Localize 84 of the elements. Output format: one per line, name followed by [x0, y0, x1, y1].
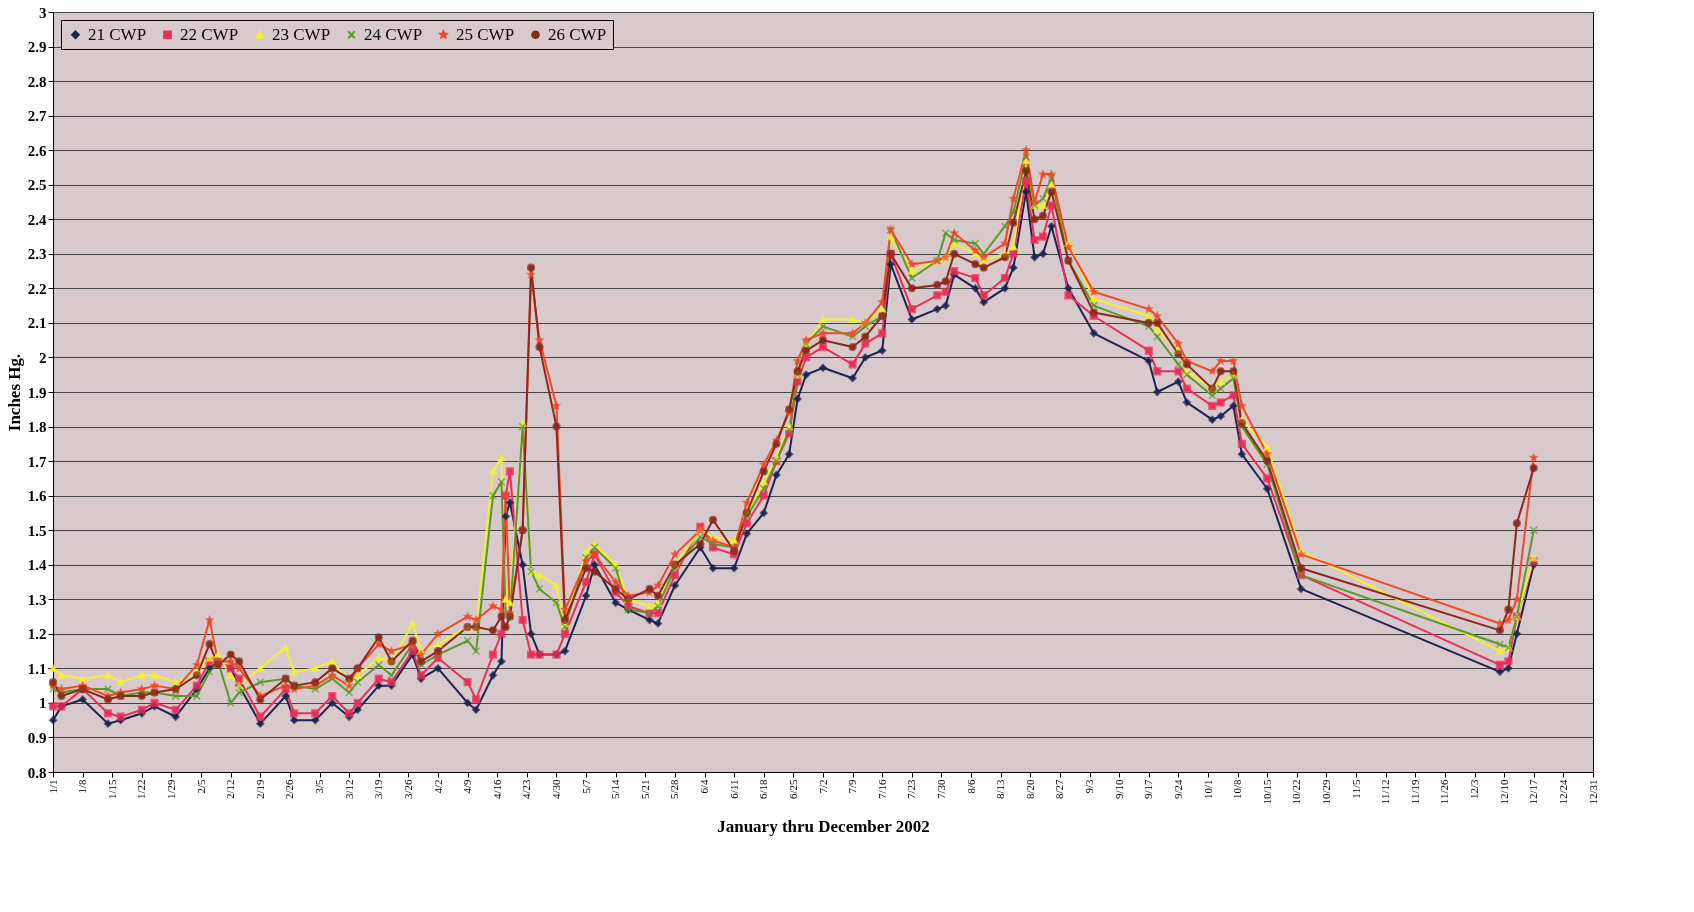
x-tick-label: 1/1: [46, 779, 59, 794]
x-tick-label: 10/22: [1290, 779, 1303, 805]
x-tick-label: 12/3: [1468, 779, 1481, 800]
x-tick-label: 6/4: [698, 779, 711, 794]
y-tick-label: 1.4: [27, 557, 47, 574]
x-tick-label: 8/6: [964, 779, 977, 794]
x-tick-label: 8/20: [1023, 779, 1036, 800]
y-tick-label: 1.5: [27, 522, 47, 539]
y-tick-label: 0.8: [27, 764, 47, 781]
y-tick-label: 1.7: [27, 453, 47, 470]
y-tick-label: 2.5: [27, 177, 47, 194]
y-tick-label: 1.9: [27, 384, 47, 401]
x-tick-label: 12/31: [1586, 779, 1599, 805]
x-tick-label: 8/27: [1053, 779, 1066, 800]
y-tick-label: 2.2: [27, 280, 47, 297]
legend-label: 23 CWP: [272, 24, 331, 44]
x-tick-label: 2/12: [224, 779, 237, 800]
y-tick-label: 1.6: [27, 488, 47, 505]
x-axis-title: January thru December 2002: [717, 816, 930, 836]
y-tick-label: 2.9: [27, 39, 47, 56]
y-tick-label: 1.2: [27, 626, 47, 643]
legend-label: 25 CWP: [456, 24, 515, 44]
y-axis-title: Inches Hg.: [4, 353, 24, 432]
x-tick-label: 1/22: [135, 779, 148, 800]
x-tick-label: 3/12: [342, 779, 355, 800]
x-tick-label: 1/8: [76, 779, 89, 794]
x-tick-label: 3/19: [372, 779, 385, 800]
x-tick-label: 10/29: [1319, 779, 1332, 805]
y-tick-label: 2.8: [27, 73, 47, 90]
y-tick-label: 1.8: [27, 419, 47, 436]
x-tick-label: 10/1: [1201, 779, 1214, 800]
y-tick-label: 2: [39, 349, 47, 366]
x-tick-label: 1/29: [164, 779, 177, 800]
y-tick-label: 1: [39, 695, 47, 712]
x-tick-label: 5/7: [579, 779, 592, 794]
x-tick-label: 11/26: [1438, 779, 1451, 805]
x-tick-label: 12/24: [1556, 779, 1569, 805]
x-tick-label: 11/12: [1379, 779, 1392, 805]
x-tick-label: 4/30: [549, 779, 562, 800]
x-tick-label: 10/15: [1260, 779, 1273, 805]
y-tick-label: 2.7: [27, 108, 47, 125]
x-tick-label: 2/19: [253, 779, 266, 800]
x-tick-label: 6/11: [727, 779, 740, 799]
x-tick-label: 6/25: [786, 779, 799, 800]
x-tick-label: 4/16: [490, 779, 503, 800]
x-tick-label: 9/24: [1171, 779, 1184, 800]
x-tick-label: 4/2: [431, 779, 444, 794]
x-tick-label: 10/8: [1231, 779, 1244, 800]
x-tick-label: 1/15: [105, 779, 118, 800]
legend-label: 22 CWP: [180, 24, 239, 44]
x-tick-label: 11/5: [1349, 779, 1362, 799]
y-tick-label: 1.1: [27, 660, 47, 677]
x-tick-label: 4/9: [461, 779, 474, 794]
x-tick-label: 7/30: [934, 779, 947, 800]
y-tick-label: 3: [39, 4, 47, 21]
x-tick-label: 9/10: [1112, 779, 1125, 800]
x-tick-label: 5/21: [638, 779, 651, 800]
y-tick-label: 1.3: [27, 591, 47, 608]
x-tick-label: 12/10: [1497, 779, 1510, 805]
y-tick-label: 0.9: [27, 729, 47, 746]
legend-label: 21 CWP: [88, 24, 147, 44]
x-tick-label: 5/28: [668, 779, 681, 800]
x-tick-label: 7/16: [875, 779, 888, 800]
x-tick-label: 9/3: [1083, 779, 1096, 794]
x-tick-label: 5/14: [609, 779, 622, 800]
y-tick-label: 2.1: [27, 315, 47, 332]
x-tick-label: 3/5: [313, 779, 326, 794]
x-tick-label: 7/2: [816, 779, 829, 794]
x-tick-label: 11/19: [1408, 779, 1421, 805]
y-tick-label: 2.6: [27, 142, 47, 159]
y-tick-label: 2.3: [27, 246, 47, 263]
legend-label: 26 CWP: [548, 24, 607, 44]
legend-label: 24 CWP: [364, 24, 423, 44]
x-tick-label: 2/26: [283, 779, 296, 800]
y-tick-label: 2.4: [27, 211, 47, 228]
x-tick-label: 7/23: [905, 779, 918, 800]
x-tick-label: 9/17: [1142, 779, 1155, 800]
x-tick-label: 12/17: [1527, 779, 1540, 805]
x-tick-label: 7/9: [846, 779, 859, 794]
x-tick-label: 2/5: [194, 779, 207, 794]
x-tick-label: 8/13: [994, 779, 1007, 800]
x-tick-label: 6/18: [757, 779, 770, 800]
x-tick-label: 4/23: [520, 779, 533, 800]
x-tick-label: 3/26: [401, 779, 414, 800]
